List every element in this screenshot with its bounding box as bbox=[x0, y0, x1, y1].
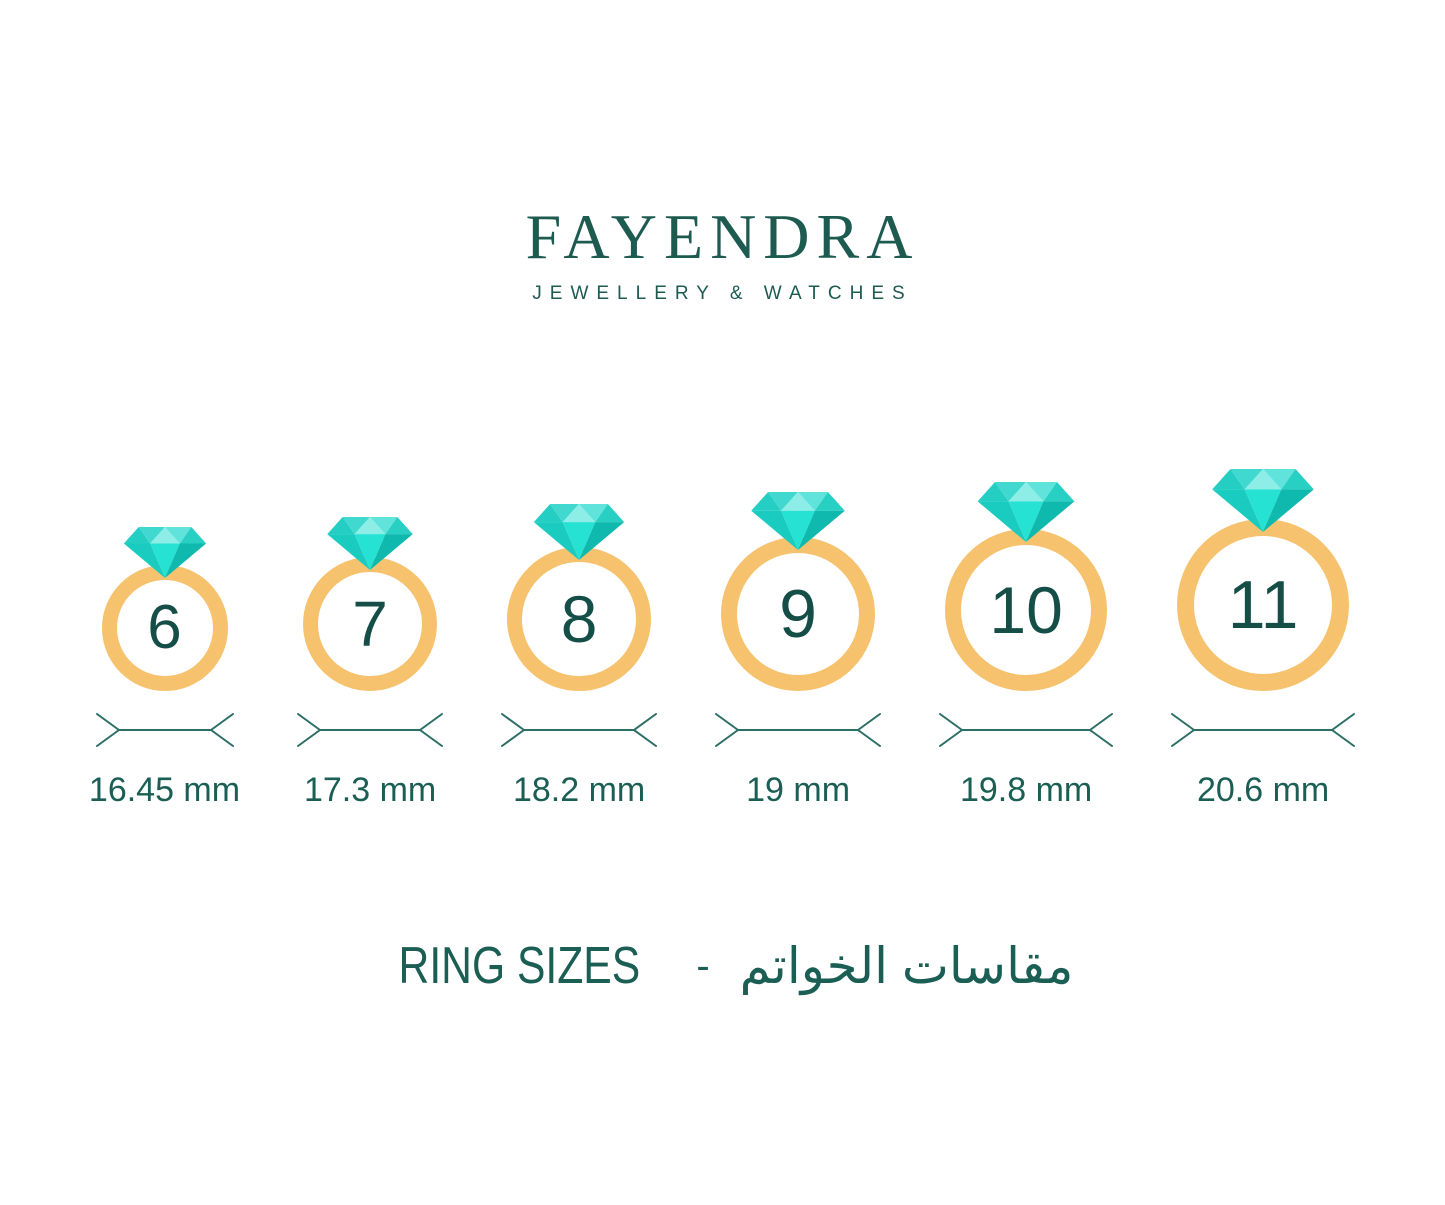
diamond-icon bbox=[327, 517, 413, 570]
chart-title-english: RING SIZES bbox=[398, 937, 640, 995]
ring-figure: 8 bbox=[507, 504, 652, 691]
diameter-arrows-icon bbox=[715, 713, 882, 747]
diameter-label: 18.2 mm bbox=[512, 771, 646, 809]
diameter-arrows-icon bbox=[939, 713, 1114, 747]
ring-size-number: 9 bbox=[779, 576, 817, 652]
ring-item: 11 20.6 mm bbox=[1170, 469, 1356, 810]
ring-item: 6 16.45 mm bbox=[89, 527, 240, 810]
diamond-icon bbox=[751, 492, 845, 550]
chart-title-separator: - bbox=[696, 943, 710, 988]
brand-name: FAYENDRA bbox=[525, 201, 920, 272]
ring-item: 7 17.3 mm bbox=[296, 517, 444, 810]
ring-band: 10 bbox=[945, 529, 1108, 691]
ring-size-number: 7 bbox=[352, 588, 388, 660]
ring-size-number: 11 bbox=[1227, 567, 1299, 643]
diameter-arrows-icon bbox=[95, 713, 234, 747]
diamond-icon bbox=[977, 482, 1075, 542]
ring-item: 8 18.2 mm bbox=[500, 504, 658, 810]
rings-row: 6 16.45 mm 7 17.3 mm bbox=[89, 469, 1356, 810]
diamond-icon bbox=[533, 504, 625, 560]
brand-tagline: JEWELLERY & WATCHES bbox=[532, 283, 913, 304]
ring-item: 9 19 mm bbox=[714, 492, 882, 810]
ring-item: 10 19.8 mm bbox=[938, 482, 1114, 810]
ring-size-number: 10 bbox=[989, 573, 1063, 647]
ring-figure: 9 bbox=[721, 492, 876, 691]
diameter-arrows-icon bbox=[297, 713, 444, 747]
diameter-label: 20.6 mm bbox=[1196, 771, 1330, 809]
ring-band: 6 bbox=[101, 565, 228, 691]
ring-figure: 6 bbox=[101, 527, 228, 691]
chart-title: RING SIZES - مقاسات الخواتم bbox=[0, 936, 1445, 996]
diameter-label: 19.8 mm bbox=[959, 771, 1093, 809]
ring-figure: 7 bbox=[303, 517, 438, 691]
chart-title-arabic: مقاسات الخواتم bbox=[739, 938, 1074, 994]
diamond-icon bbox=[1212, 469, 1314, 532]
ring-band: 11 bbox=[1177, 519, 1350, 691]
brand-header: FAYENDRA JEWELLERY & WATCHES bbox=[0, 205, 1445, 305]
ring-band: 8 bbox=[507, 547, 652, 691]
diameter-label: 16.45 mm bbox=[88, 771, 241, 809]
ring-figure: 11 bbox=[1177, 469, 1350, 691]
diamond-icon bbox=[123, 527, 206, 578]
ring-figure: 10 bbox=[945, 482, 1108, 691]
ring-size-number: 6 bbox=[147, 593, 182, 662]
ring-band: 7 bbox=[303, 557, 438, 691]
ring-band: 9 bbox=[721, 537, 876, 691]
diameter-arrows-icon bbox=[501, 713, 658, 747]
diameter-label: 19 mm bbox=[746, 771, 851, 809]
diameter-arrows-icon bbox=[1171, 713, 1356, 747]
ring-size-number: 8 bbox=[560, 582, 598, 656]
diameter-label: 17.3 mm bbox=[303, 771, 437, 809]
